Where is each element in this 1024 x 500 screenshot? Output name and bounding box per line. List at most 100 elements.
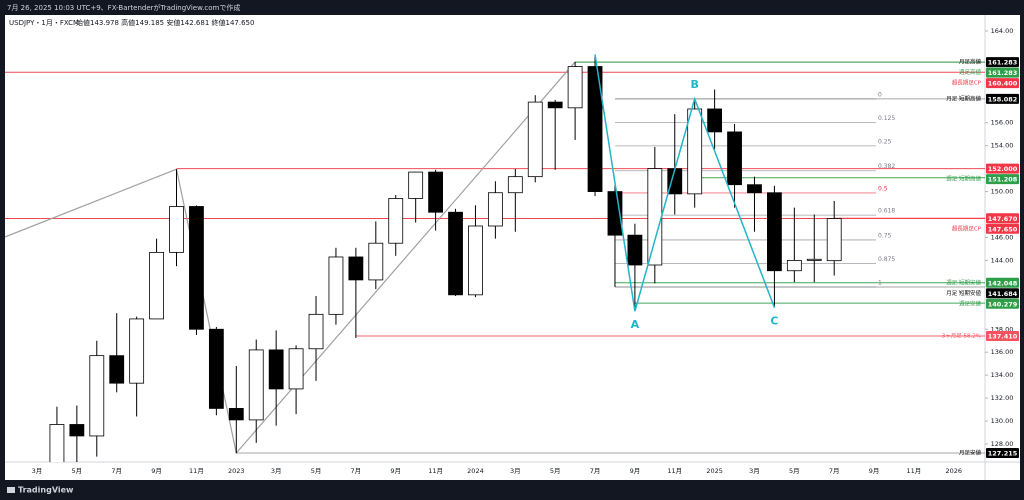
price-label-box <box>986 57 1019 68</box>
candle-body <box>707 108 723 133</box>
x-tick-label: 7月 <box>111 467 122 475</box>
candle-body <box>388 198 404 244</box>
price-label: 127.215 <box>988 449 1018 457</box>
candle-body <box>368 242 384 281</box>
candle-body <box>786 260 802 272</box>
x-tick-label: 2023 <box>228 467 245 475</box>
candle-body <box>468 225 483 296</box>
chart-panel <box>5 15 1020 480</box>
candle-body <box>208 328 224 409</box>
x-tick-label: 2024 <box>467 467 484 475</box>
candle-body <box>567 66 583 109</box>
x-tick-label: 11月 <box>428 467 443 475</box>
candle-body <box>228 408 244 421</box>
y-tick-label: 130.00 <box>991 417 1014 425</box>
price-label-box <box>986 277 1019 288</box>
candle-body <box>826 218 842 262</box>
candle-body <box>667 168 683 195</box>
level-name: 週足安値 <box>959 299 982 307</box>
fib-label: 1 <box>878 279 882 286</box>
price-label-box <box>986 93 1019 104</box>
fib-label: 0.25 <box>878 138 892 145</box>
level-name: 月足 短期高値 <box>946 94 981 102</box>
x-tick-label: 5月 <box>550 467 561 475</box>
candle-body <box>806 258 822 261</box>
candle-body <box>348 256 364 281</box>
candle-body <box>189 206 204 330</box>
plot: A B C <box>5 54 985 462</box>
price-label: 161.283 <box>988 69 1018 77</box>
candle-body <box>487 192 503 227</box>
level-name: 超長期足CP <box>952 79 982 87</box>
y-tick-label: 150.00 <box>991 188 1014 196</box>
candle-body <box>647 168 663 266</box>
x-tick-label: 11月 <box>667 467 682 475</box>
x-tick-label: 11月 <box>907 467 922 475</box>
fib-label: 0.875 <box>878 256 895 263</box>
x-tick-label: 11月 <box>189 467 204 475</box>
candle-body <box>408 171 424 199</box>
x-tick-label: 5月 <box>789 467 800 475</box>
price-label: 147.650 <box>988 225 1018 233</box>
price-label-box <box>986 78 1019 89</box>
brand-logo: TradingView <box>7 486 74 495</box>
price-label: 137.410 <box>988 333 1018 341</box>
price-label-box <box>986 223 1019 234</box>
candle-body <box>49 424 65 462</box>
y-tick-label: 164.00 <box>991 27 1014 35</box>
candle-body <box>627 234 643 266</box>
candle-body <box>747 184 762 194</box>
level-name: 週足高値 <box>959 68 982 76</box>
level-name: 週足 短期安値 <box>946 278 981 286</box>
candle-body <box>328 256 344 315</box>
price-label: 151.208 <box>988 176 1018 184</box>
fib-label: 0.618 <box>878 208 895 215</box>
x-tick-label: 2026 <box>946 467 963 475</box>
candle-body <box>687 108 703 195</box>
y-tick-label: 156.00 <box>991 119 1014 127</box>
x-tick-label: 9月 <box>151 467 162 475</box>
candle-body <box>69 424 85 437</box>
x-tick-label: 3月 <box>32 467 43 475</box>
price-label-box <box>986 67 1019 78</box>
y-tick-label: 144.00 <box>991 256 1014 264</box>
y-tick-label: 138.00 <box>991 325 1014 333</box>
x-tick-label: 3月 <box>271 467 282 475</box>
price-label: 152.000 <box>988 165 1018 173</box>
level-name: 週足 短期高値 <box>946 175 981 183</box>
price-label-box <box>986 298 1019 309</box>
x-tick-label: 2025 <box>706 467 723 475</box>
wave-line <box>594 54 776 312</box>
price-label: 161.283 <box>988 59 1018 67</box>
y-tick-label: 134.00 <box>991 371 1014 379</box>
price-label-box <box>986 163 1019 174</box>
x-tick-label: 7月 <box>351 467 362 475</box>
fib-label: 0.5 <box>878 185 888 192</box>
level-name: 月足安値 <box>959 448 982 456</box>
y-tick-label: 154.00 <box>991 142 1014 150</box>
candle-body <box>727 131 742 186</box>
y-tick-label: 128.00 <box>991 440 1014 448</box>
candle-body <box>308 313 324 350</box>
candle-body <box>527 101 543 178</box>
price-label: 158.082 <box>988 95 1018 103</box>
x-tick-label: 7月 <box>829 467 840 475</box>
candle-body <box>268 349 284 390</box>
candle-body <box>248 349 264 421</box>
price-label: 147.670 <box>988 215 1018 223</box>
fib-label: 0.125 <box>878 115 895 122</box>
price-label: 141.684 <box>988 290 1018 298</box>
wave-label: A <box>631 318 640 331</box>
level-name: 3ヶ月足 58.2% <box>942 333 981 340</box>
x-tick-label: 9月 <box>630 467 641 475</box>
candle-body <box>89 355 105 437</box>
x-tick-label: 5月 <box>72 467 83 475</box>
level-name: 超長期足CP <box>952 224 982 232</box>
x-tick-label: 9月 <box>869 467 880 475</box>
price-label: 160.400 <box>988 80 1018 88</box>
price-label: 142.048 <box>988 279 1018 287</box>
wave-label: B <box>690 78 698 91</box>
x-tick-label: 7月 <box>590 467 601 475</box>
